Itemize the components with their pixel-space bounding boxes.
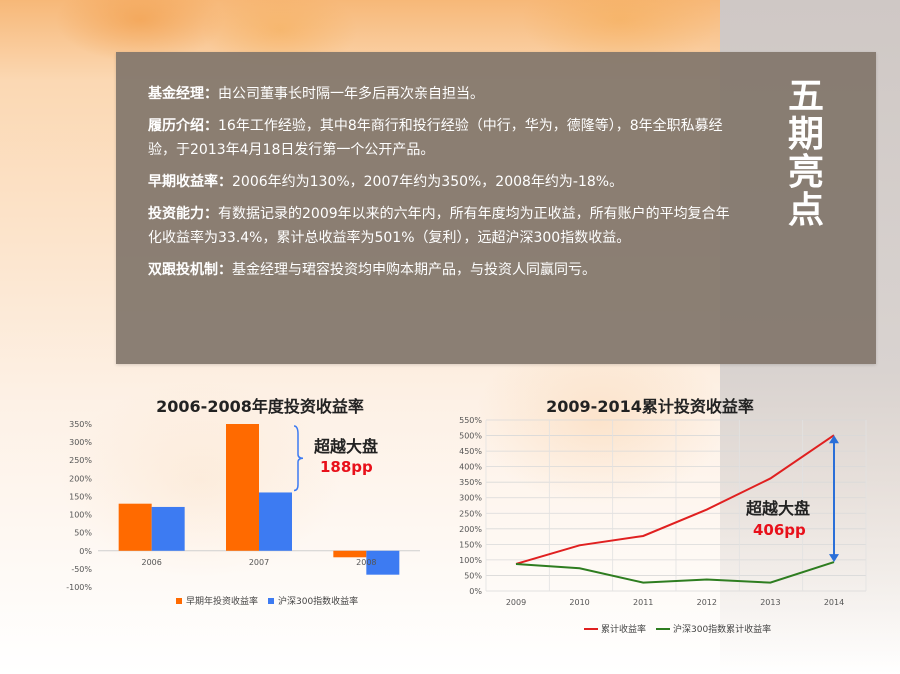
para-resume: 履历介绍：16年工作经验，其中8年商行和投行经验（中行，华为，德隆等），8年全职… [148, 114, 733, 162]
annotation-label: 超越大盘 [313, 437, 378, 456]
index-return-bar [366, 550, 400, 575]
legend-label-fund: 早期年投资收益率 [186, 595, 258, 607]
y-tick-label: 350% [459, 478, 482, 487]
side-title-char: 点 [787, 190, 824, 231]
fund-return-bar [226, 424, 259, 551]
y-tick-label: 550% [459, 416, 482, 425]
y-tick-label: 450% [459, 447, 482, 456]
y-tick-label: 50% [74, 529, 92, 538]
annotation-value: 188pp [320, 458, 373, 476]
para-ability-text: 有数据记录的2009年以来的六年内，所有年度均为正收益，所有账户的平均复合年化收… [148, 206, 730, 246]
legend-label-index: 沪深300指数收益率 [278, 595, 358, 607]
para-ability: 投资能力：有数据记录的2009年以来的六年内，所有年度均为正收益，所有账户的平均… [148, 202, 733, 250]
annotation-label: 超越大盘 [745, 499, 810, 518]
y-tick-label: 100% [459, 556, 482, 565]
side-title-char: 五 [787, 76, 824, 117]
y-tick-label: 150% [69, 492, 92, 501]
y-tick-label: 300% [459, 494, 482, 503]
legend-swatch-index [268, 598, 274, 604]
para-early-return: 早期收益率：2006年约为130%，2007年约为350%，2008年约为-18… [148, 170, 733, 194]
x-tick-label: 2010 [569, 598, 589, 607]
y-tick-label: 0% [79, 547, 92, 556]
cumulative-return-line [515, 434, 835, 565]
x-tick-label: 2013 [760, 598, 780, 607]
y-tick-label: 500% [459, 432, 482, 441]
para-resume-label: 履历介绍： [148, 118, 218, 134]
para-co-invest: 双跟投机制：基金经理与珺容投资均申购本期产品，与投资人同赢同亏。 [148, 258, 733, 282]
legend-label-cumulative: 累计收益率 [601, 623, 646, 635]
legend-swatch-fund [176, 598, 182, 604]
x-tick-label: 2007 [249, 558, 269, 567]
y-tick-label: 300% [69, 438, 92, 447]
side-title-char: 期 [787, 114, 824, 155]
fund-return-bar [333, 550, 367, 558]
index-return-bar [259, 492, 292, 551]
brace-annotation [293, 425, 304, 492]
y-tick-label: 50% [464, 571, 482, 580]
para-early-return-text: 2006年约为130%，2007年约为350%，2008年约为-18%。 [232, 174, 624, 190]
y-tick-label: 200% [459, 525, 482, 534]
annotation-value: 406pp [753, 521, 806, 539]
bar-chart-title: 2006-2008年度投资收益率 [156, 397, 364, 416]
gap-arrow-head-top [829, 435, 839, 444]
highlights-panel [116, 52, 876, 364]
x-tick-label: 2006 [141, 558, 161, 567]
para-resume-text: 16年工作经验，其中8年商行和投行经验（中行，华为，德隆等），8年全职私募经验，… [148, 118, 723, 158]
y-tick-label: 250% [69, 456, 92, 465]
gap-arrow-head-bottom [829, 554, 839, 563]
index-cumulative-line [515, 561, 835, 584]
x-tick-label: 2008 [356, 558, 376, 567]
x-tick-label: 2011 [633, 598, 653, 607]
side-title-char: 亮 [787, 152, 824, 193]
index-return-bar [151, 506, 185, 551]
y-tick-label: -100% [66, 583, 92, 592]
side-title: 五 期 亮 点 [784, 78, 828, 230]
x-tick-label: 2012 [697, 598, 717, 607]
y-tick-label: 200% [69, 474, 92, 483]
y-tick-label: 350% [69, 420, 92, 429]
y-tick-label: 400% [459, 463, 482, 472]
line-chart-title: 2009-2014累计投资收益率 [546, 397, 754, 416]
para-manager-label: 基金经理： [148, 86, 218, 102]
x-tick-label: 2014 [824, 598, 844, 607]
para-co-invest-text: 基金经理与珺容投资均申购本期产品，与投资人同赢同亏。 [232, 262, 596, 278]
fund-return-bar [118, 503, 152, 551]
y-tick-label: -50% [71, 565, 92, 574]
para-manager: 基金经理：由公司董事长时隔一年多后再次亲自担当。 [148, 82, 733, 106]
y-tick-label: 150% [459, 540, 482, 549]
legend-label-index: 沪深300指数累计收益率 [673, 623, 771, 635]
highlights-text: 基金经理：由公司董事长时隔一年多后再次亲自担当。 履历介绍：16年工作经验，其中… [148, 82, 733, 290]
para-ability-label: 投资能力： [148, 206, 218, 222]
x-tick-label: 2009 [506, 598, 526, 607]
y-tick-label: 100% [69, 511, 92, 520]
para-early-return-label: 早期收益率： [148, 174, 232, 190]
y-tick-label: 250% [459, 509, 482, 518]
para-co-invest-label: 双跟投机制： [148, 262, 232, 278]
para-manager-text: 由公司董事长时隔一年多后再次亲自担当。 [218, 86, 484, 102]
y-tick-label: 0% [469, 587, 482, 596]
